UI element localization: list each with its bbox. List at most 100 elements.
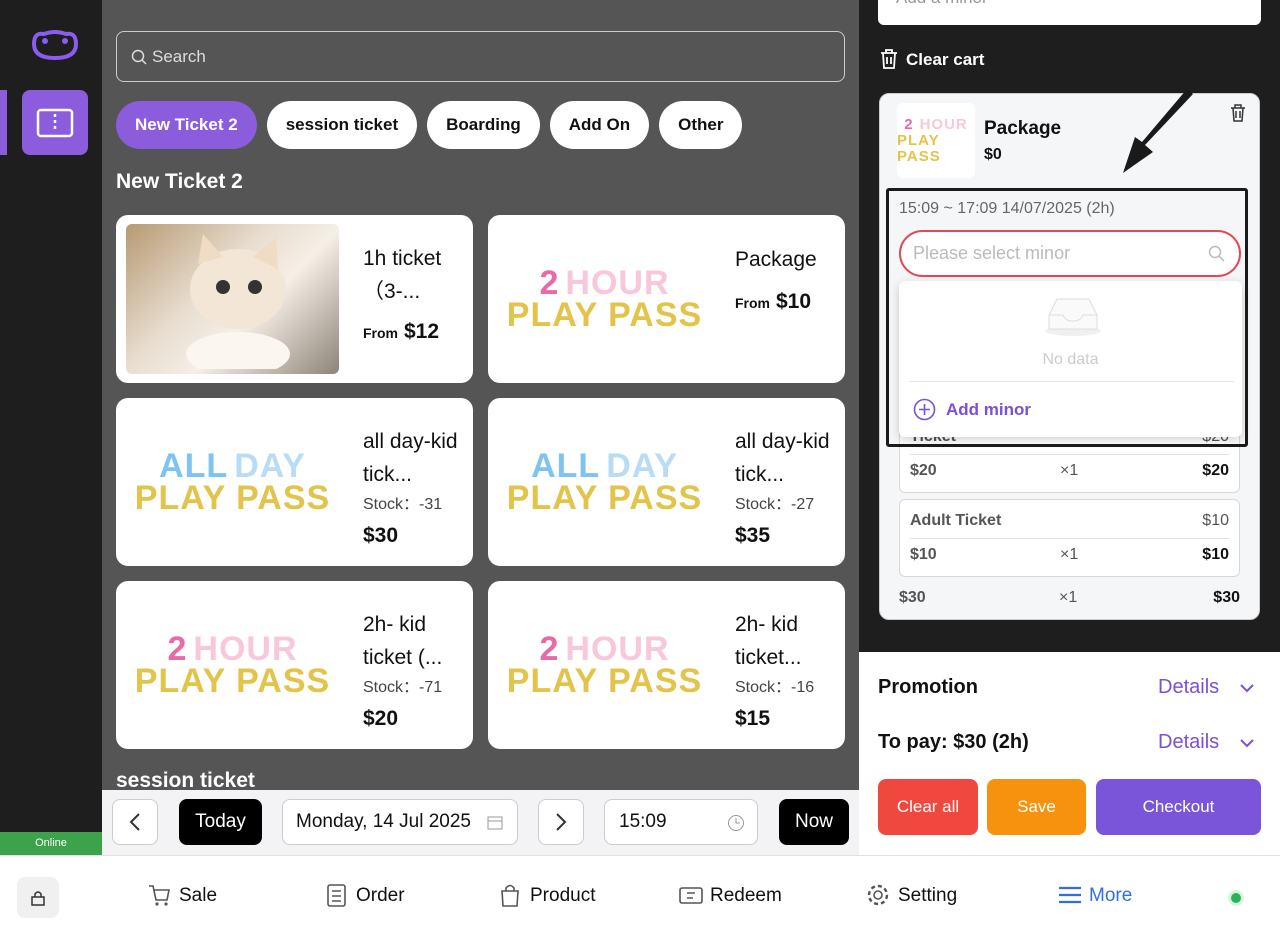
line-unit: $10 [1202, 512, 1229, 529]
product-stock: Stock：-16 [735, 679, 815, 696]
clear-all[interactable]: Clear all [878, 779, 978, 835]
nav-icon [501, 884, 519, 907]
checkout[interactable]: Checkout [1096, 779, 1261, 835]
nav-item[interactable]: Order [325, 884, 405, 908]
product-name: all day-kid tick... [735, 430, 830, 486]
bottom-nav: Sale Order Product Redeem Setting More [0, 855, 1280, 938]
image-word: ALL [531, 447, 601, 485]
tab[interactable]: Other [659, 101, 743, 149]
session: 15:09 ~ 17:09 14/07/2025 (2h) [899, 200, 1115, 217]
search[interactable]: Search [116, 31, 845, 82]
tab[interactable]: session ticket [266, 101, 418, 149]
minor-select[interactable]: Please select minor [899, 230, 1241, 277]
date: Monday, 14 Jul 2025 [296, 811, 471, 832]
clear-cart[interactable]: Clear cart [906, 50, 985, 69]
empty-icon [1045, 298, 1101, 336]
image-line: PLAY PASS [897, 131, 941, 165]
product-image: 2 HOUR PLAY PASS [126, 590, 339, 740]
product-price: $30 [363, 524, 399, 547]
product-card[interactable]: 2 HOUR PLAY PASS 2h- kid ticket... Stock：-16… [488, 581, 845, 749]
prev-day[interactable] [112, 799, 158, 845]
divider [909, 381, 1234, 382]
line-price: $10 [910, 546, 937, 563]
image-word: 2 [167, 630, 188, 668]
cart-item-image: 2 HOUR PLAY PASS [897, 103, 975, 178]
line-total: $20 [1202, 462, 1229, 479]
product-name: 2h- kid ticket (... [363, 613, 443, 669]
time-picker[interactable]: 15:09 [604, 799, 758, 845]
product-price-row: From $12 [363, 320, 439, 344]
image-line: 2 HOUR [536, 264, 672, 302]
nav-label: Product [530, 885, 596, 906]
nav-item[interactable]: Setting [867, 884, 957, 908]
product-image: ALL DAY PLAY PASS [126, 407, 339, 557]
line-qty: ×1 [1060, 462, 1079, 479]
date-bar: Today Monday, 14 Jul 2025 15:09 Now [102, 790, 859, 855]
chevrons [1240, 684, 1254, 748]
now-button[interactable]: Now [779, 799, 849, 845]
product-card[interactable]: 1h ticket （3-... From $12 [116, 215, 473, 383]
add-minor-input[interactable]: Add a minor [878, 0, 1261, 25]
nav-item[interactable]: More [1058, 884, 1132, 908]
trash-icon [881, 49, 897, 69]
nav-icon [327, 884, 346, 907]
tab[interactable]: Add On [549, 101, 650, 149]
lock[interactable] [17, 877, 59, 918]
logo [31, 30, 79, 61]
add-minor[interactable]: Add minor [946, 400, 1031, 419]
active-indicator [0, 90, 7, 155]
next-day[interactable] [538, 799, 584, 845]
product-stock: Stock：-71 [363, 679, 443, 696]
summary-price: $30 [899, 589, 926, 606]
cart-item-price: $0 [984, 146, 1002, 163]
section-title: session ticket [116, 769, 255, 792]
image-word: HOUR [193, 630, 298, 668]
cart-item-name: Package [984, 118, 1062, 139]
status: Online [0, 832, 102, 855]
image-line: PLAY PASS [134, 662, 331, 700]
delete-item[interactable] [1229, 104, 1247, 122]
product-price: $35 [735, 524, 771, 547]
nav-label: Order [356, 885, 405, 906]
nav-label: More [1089, 885, 1133, 906]
image-word: HOUR [565, 264, 670, 302]
product-image [126, 224, 339, 374]
time: 15:09 [619, 811, 667, 832]
image-word: HOUR [565, 630, 670, 668]
divider [910, 538, 1229, 539]
product-card[interactable]: ALL DAY PLAY PASS all day-kid tick... Stock：… [116, 398, 473, 566]
image-line: 2 HOUR [164, 630, 300, 668]
product-image: 2 HOUR PLAY PASS [498, 590, 711, 740]
date-picker[interactable]: Monday, 14 Jul 2025 [282, 799, 518, 845]
ticket-menu[interactable] [22, 90, 88, 155]
image-line: 2 HOUR [536, 630, 672, 668]
search-placeholder: Search [152, 47, 206, 66]
image-line: PLAY PASS [506, 296, 703, 334]
divider [910, 454, 1229, 455]
product-card[interactable]: ALL DAY PLAY PASS all day-kid tick... Stock：… [488, 398, 845, 566]
product-stock: Stock：-27 [735, 496, 815, 513]
nav-item[interactable]: Product [499, 884, 595, 908]
today-button[interactable]: Today [179, 799, 262, 845]
product-card[interactable]: 2 HOUR PLAY PASS 2h- kid ticket (... Stock：-… [116, 581, 473, 749]
image-line: ALL DAY [156, 449, 309, 483]
pay-details[interactable]: Details [1158, 731, 1220, 753]
nav-item[interactable]: Redeem [679, 884, 782, 908]
tab[interactable]: Boarding [427, 101, 540, 149]
nav-item[interactable]: Sale [148, 884, 217, 908]
product-name: all day-kid tick... [363, 430, 458, 486]
product-price: $20 [363, 707, 399, 730]
promotion-details[interactable]: Details [1158, 676, 1220, 698]
product-card[interactable]: 2 HOUR PLAY PASS Package From $10 [488, 215, 845, 383]
save[interactable]: Save [987, 779, 1086, 835]
nav-icon [149, 885, 170, 906]
highlight-box [886, 188, 1248, 447]
cart-line: Adult Ticket $10 $10 ×1 $10 [899, 499, 1240, 577]
tab[interactable]: New Ticket 2 [116, 101, 257, 149]
connection-dot [1228, 890, 1244, 906]
product-price: $12 [404, 320, 440, 343]
image-word: 2 [904, 115, 914, 133]
product-name: Package [735, 248, 817, 271]
